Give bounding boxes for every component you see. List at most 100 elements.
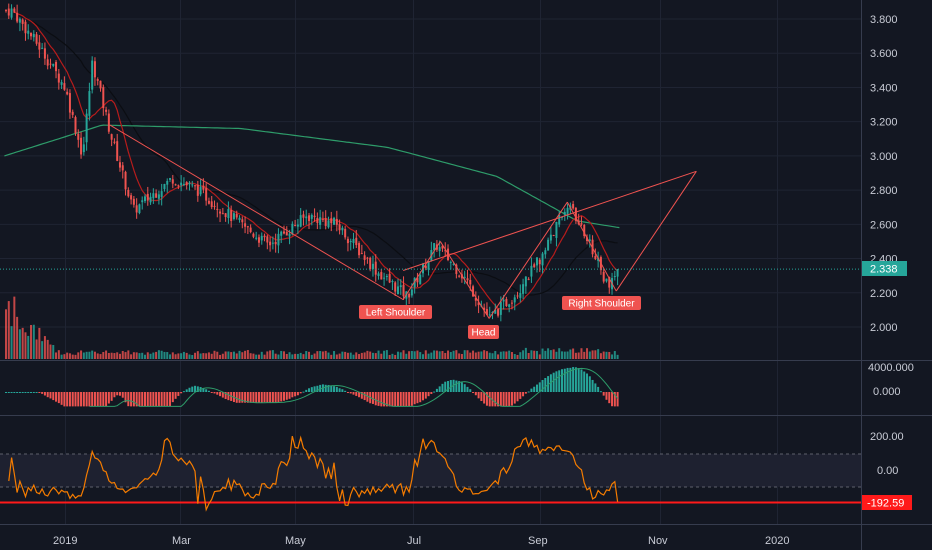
- volume-bar: [586, 348, 589, 359]
- candle-body: [291, 223, 294, 235]
- volume-bar: [60, 354, 63, 359]
- left-shoulder-annotation[interactable]: Left Shoulder: [359, 305, 432, 319]
- macd-bar: [338, 388, 341, 392]
- volume-bar: [480, 351, 483, 359]
- volume-bar: [177, 353, 180, 359]
- candle-body: [219, 211, 222, 214]
- volume-bar: [449, 352, 452, 359]
- volume-bar: [188, 354, 191, 359]
- macd-bar: [516, 392, 519, 402]
- volume-bar: [522, 350, 525, 359]
- volume-bars: [5, 296, 619, 359]
- candle-body: [71, 111, 74, 115]
- volume-bar: [196, 351, 199, 359]
- macd-bar: [163, 392, 166, 407]
- macd-bar: [180, 392, 183, 394]
- macd-bar: [27, 392, 30, 393]
- candle-body: [191, 184, 194, 186]
- candle-body: [274, 241, 277, 245]
- volume-bar: [399, 352, 402, 359]
- candle-body: [263, 235, 266, 238]
- macd-bar: [305, 389, 308, 392]
- volume-bar: [508, 350, 511, 359]
- candle-body: [16, 12, 19, 22]
- volume-bar: [572, 348, 575, 359]
- volume-bar: [391, 353, 394, 359]
- candle-body: [369, 257, 372, 270]
- macd-bar: [269, 392, 272, 403]
- macd-bar: [424, 392, 427, 399]
- candle-body: [463, 276, 466, 278]
- right-shoulder-annotation[interactable]: Right Shoulder: [562, 296, 641, 310]
- macd-bar: [441, 383, 444, 392]
- candle-body: [319, 217, 322, 225]
- macd-bar: [110, 392, 113, 401]
- candle-body: [563, 211, 566, 215]
- macd-bar: [288, 392, 291, 399]
- candle-body: [60, 82, 63, 85]
- volume-bar: [41, 341, 44, 359]
- macd-bar: [591, 379, 594, 392]
- candle-body: [107, 113, 110, 132]
- volume-bar: [433, 350, 436, 359]
- candle-body: [210, 201, 213, 208]
- candle-body: [544, 250, 547, 255]
- macd-bar: [522, 392, 525, 397]
- candle-body: [358, 243, 361, 256]
- volume-bar: [535, 350, 538, 359]
- candle-body: [41, 47, 44, 49]
- head-annotation[interactable]: Head: [468, 325, 499, 339]
- volume-bar: [472, 350, 475, 359]
- macd-bar: [294, 392, 297, 397]
- macd-bar: [530, 388, 533, 392]
- candle-body: [255, 237, 258, 239]
- candle-body: [174, 184, 177, 186]
- macd-bar: [319, 384, 322, 392]
- volume-bar: [152, 352, 155, 359]
- macd-bar: [213, 392, 216, 394]
- macd-bar: [510, 392, 513, 406]
- candle-body: [35, 34, 38, 44]
- macd-bar: [188, 387, 191, 392]
- pattern-line: [488, 201, 568, 319]
- volume-bar: [527, 352, 530, 359]
- volume-bar: [205, 353, 208, 359]
- candle-body: [597, 257, 600, 261]
- candle-body: [305, 216, 308, 219]
- macd-bar: [380, 392, 383, 407]
- macd-bar: [127, 392, 130, 407]
- candle-body: [10, 8, 13, 18]
- candle-body: [102, 87, 105, 109]
- candle-body: [288, 233, 291, 237]
- volume-bar: [266, 351, 269, 359]
- candle-body: [366, 257, 369, 259]
- candle-body: [508, 304, 511, 308]
- macd-bar: [68, 392, 71, 407]
- macd-bar: [244, 392, 247, 403]
- macd-bar: [499, 392, 502, 407]
- price-axis-label: 3.000: [870, 151, 898, 163]
- volume-bar: [210, 353, 213, 359]
- volume-bar: [110, 352, 113, 359]
- volume-bar: [324, 350, 327, 359]
- macd-bar: [449, 380, 452, 392]
- macd-bar: [427, 392, 430, 397]
- candle-body: [505, 299, 508, 307]
- candle-body: [377, 273, 380, 277]
- macd-bar: [396, 392, 399, 407]
- candle-body: [388, 273, 391, 283]
- volume-bar: [569, 349, 572, 359]
- volume-bar: [30, 325, 33, 359]
- volume-bar: [135, 352, 138, 359]
- macd-bar: [296, 392, 299, 396]
- volume-bar: [144, 354, 146, 359]
- candle-body: [324, 218, 327, 226]
- macd-bar: [144, 392, 146, 407]
- volume-bar: [371, 352, 374, 359]
- candle-body: [452, 263, 455, 265]
- candle-body: [66, 91, 69, 95]
- candle-body: [149, 196, 152, 203]
- volume-bar: [305, 351, 308, 359]
- macd-bar: [366, 392, 369, 402]
